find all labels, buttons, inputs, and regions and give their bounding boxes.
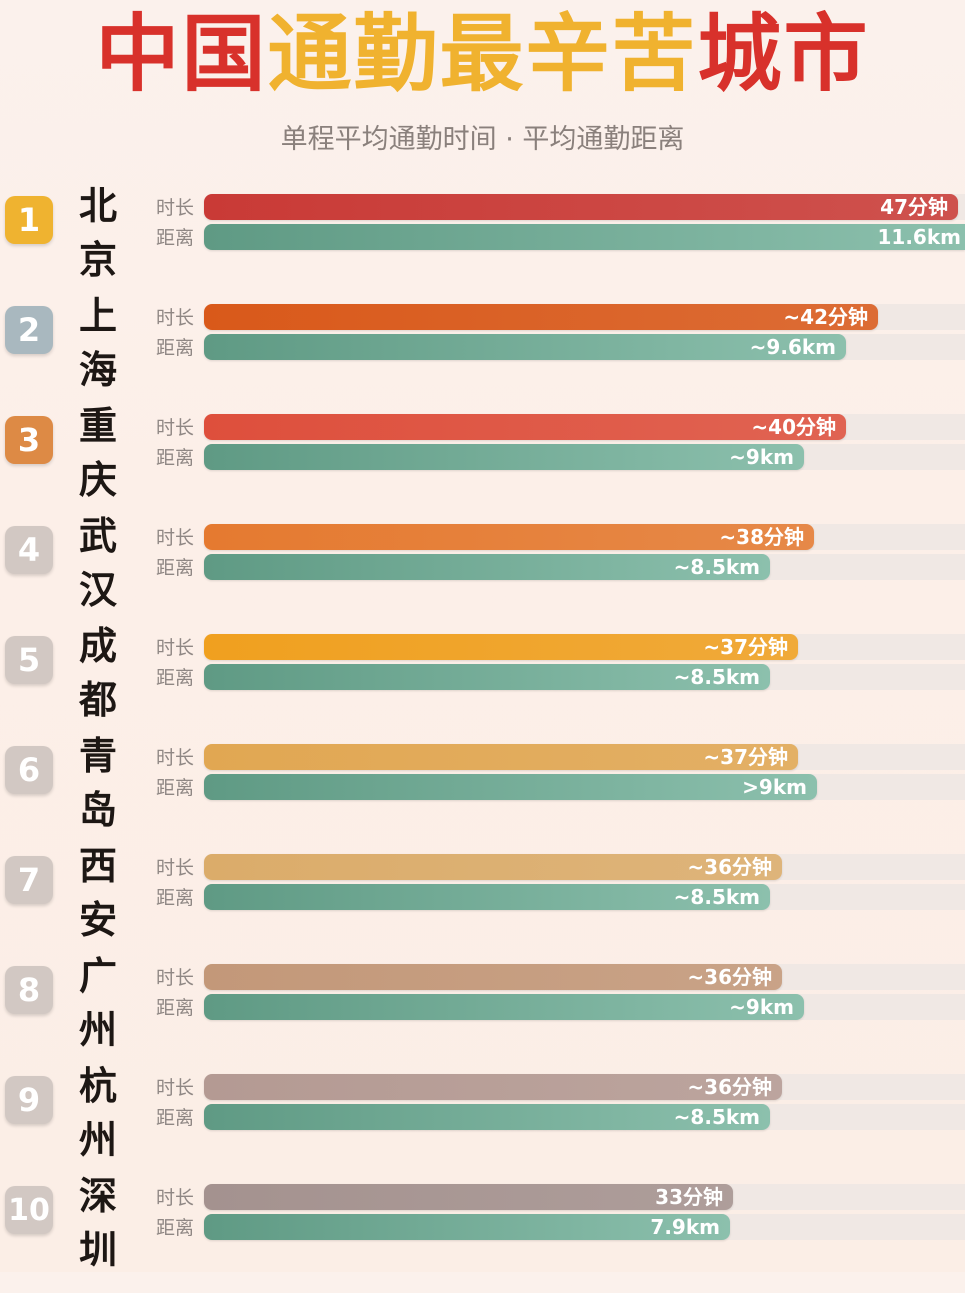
chart-row: 2 上海 时长距离 ~42分钟 ~9.6km [0, 294, 965, 413]
distance-bar [204, 774, 817, 800]
chart-row: 10 深圳 时长距离 33分钟 7.9km [0, 1174, 965, 1293]
time-value: ~37分钟 [703, 745, 788, 769]
chart-row: 5 成都 时长距离 ~37分钟 ~8.5km [0, 624, 965, 743]
chart-row: 8 广州 时长距离 ~36分钟 ~9km [0, 954, 965, 1073]
rank-badge: 8 [5, 966, 53, 1014]
time-label: 时长 [156, 747, 195, 769]
rank-badge: 5 [5, 636, 53, 684]
time-label: 时长 [156, 197, 195, 219]
time-bar [204, 634, 798, 660]
distance-value: >9km [742, 775, 807, 799]
city-name: 武汉 [78, 514, 117, 612]
time-bar [204, 744, 798, 770]
time-value: ~42分钟 [783, 305, 868, 329]
distance-value: 11.6km [877, 225, 962, 249]
time-value: ~36分钟 [687, 965, 772, 989]
distance-bar [204, 554, 770, 580]
chart-row: 7 西安 时长距离 ~36分钟 ~8.5km [0, 844, 965, 963]
time-value: ~38分钟 [719, 525, 804, 549]
time-value: ~36分钟 [687, 1075, 772, 1099]
city-name: 杭州 [78, 1064, 117, 1162]
distance-bar [204, 334, 846, 360]
time-bar [204, 1074, 782, 1100]
time-label: 时长 [156, 857, 195, 879]
distance-label: 距离 [156, 337, 195, 359]
time-bar [204, 304, 878, 330]
city-name: 广州 [78, 954, 117, 1052]
distance-value: ~9km [729, 445, 794, 469]
chart-row: 6 青岛 时长距离 ~37分钟 >9km [0, 734, 965, 853]
chart-row: 9 杭州 时长距离 ~36分钟 ~8.5km [0, 1064, 965, 1183]
subtitle: 单程平均通勤时间 · 平均通勤距离 [280, 124, 685, 155]
distance-bar [204, 994, 804, 1020]
rank-badge: 3 [5, 416, 53, 464]
city-name: 青岛 [78, 734, 117, 832]
distance-bar [204, 884, 770, 910]
time-value: 47分钟 [880, 195, 948, 219]
distance-bar [204, 1214, 730, 1240]
distance-value: ~9.6km [749, 335, 836, 359]
distance-value: 7.9km [650, 1215, 720, 1239]
time-label: 时长 [156, 1187, 195, 1209]
city-name: 上海 [78, 294, 117, 392]
distance-value: ~8.5km [673, 1105, 760, 1129]
rank-badge: 6 [5, 746, 53, 794]
distance-label: 距离 [156, 777, 195, 799]
time-bar [204, 854, 782, 880]
distance-value: ~8.5km [673, 555, 760, 579]
time-label: 时长 [156, 527, 195, 549]
time-bar [204, 964, 782, 990]
city-name: 重庆 [78, 404, 117, 502]
chart-row: 1 北京 时长距离 47分钟 11.6km [0, 184, 965, 303]
rank-badge: 4 [5, 526, 53, 574]
distance-value: ~8.5km [673, 665, 760, 689]
time-label: 时长 [156, 307, 195, 329]
distance-label: 距离 [156, 887, 195, 909]
time-bar [204, 414, 846, 440]
distance-value: ~9km [729, 995, 794, 1019]
distance-label: 距离 [156, 557, 195, 579]
rank-badge: 7 [5, 856, 53, 904]
page-title: 中国通勤最辛苦城市 [0, 4, 965, 104]
rank-badge: 9 [5, 1076, 53, 1124]
time-value: ~36分钟 [687, 855, 772, 879]
distance-bar [204, 444, 804, 470]
time-value: ~37分钟 [703, 635, 788, 659]
rank-badge: 1 [5, 196, 53, 244]
distance-label: 距离 [156, 667, 195, 689]
time-label: 时长 [156, 417, 195, 439]
time-label: 时长 [156, 967, 195, 989]
distance-label: 距离 [156, 1217, 195, 1239]
time-label: 时长 [156, 637, 195, 659]
distance-label: 距离 [156, 227, 195, 249]
rank-badge: 10 [5, 1186, 53, 1234]
title-part-3: 城市 [697, 5, 870, 103]
distance-label: 距离 [156, 1107, 195, 1129]
city-name: 北京 [78, 184, 117, 282]
distance-value: ~8.5km [673, 885, 760, 909]
distance-label: 距离 [156, 447, 195, 469]
city-name: 成都 [78, 624, 117, 722]
time-bar [204, 1184, 733, 1210]
title-part-2: 通勤最辛苦 [267, 5, 698, 103]
chart-row: 3 重庆 时长距离 ~40分钟 ~9km [0, 404, 965, 523]
city-name: 西安 [78, 844, 117, 942]
distance-bar [204, 224, 965, 250]
city-name: 深圳 [78, 1174, 117, 1272]
time-bar [204, 524, 814, 550]
time-bar [204, 194, 958, 220]
time-value: ~40分钟 [751, 415, 836, 439]
distance-bar [204, 1104, 770, 1130]
time-value: 33分钟 [655, 1185, 723, 1209]
distance-bar [204, 664, 770, 690]
chart-row: 4 武汉 时长距离 ~38分钟 ~8.5km [0, 514, 965, 633]
rank-badge: 2 [5, 306, 53, 354]
distance-label: 距离 [156, 997, 195, 1019]
time-label: 时长 [156, 1077, 195, 1099]
title-part-1: 中国 [95, 5, 268, 103]
